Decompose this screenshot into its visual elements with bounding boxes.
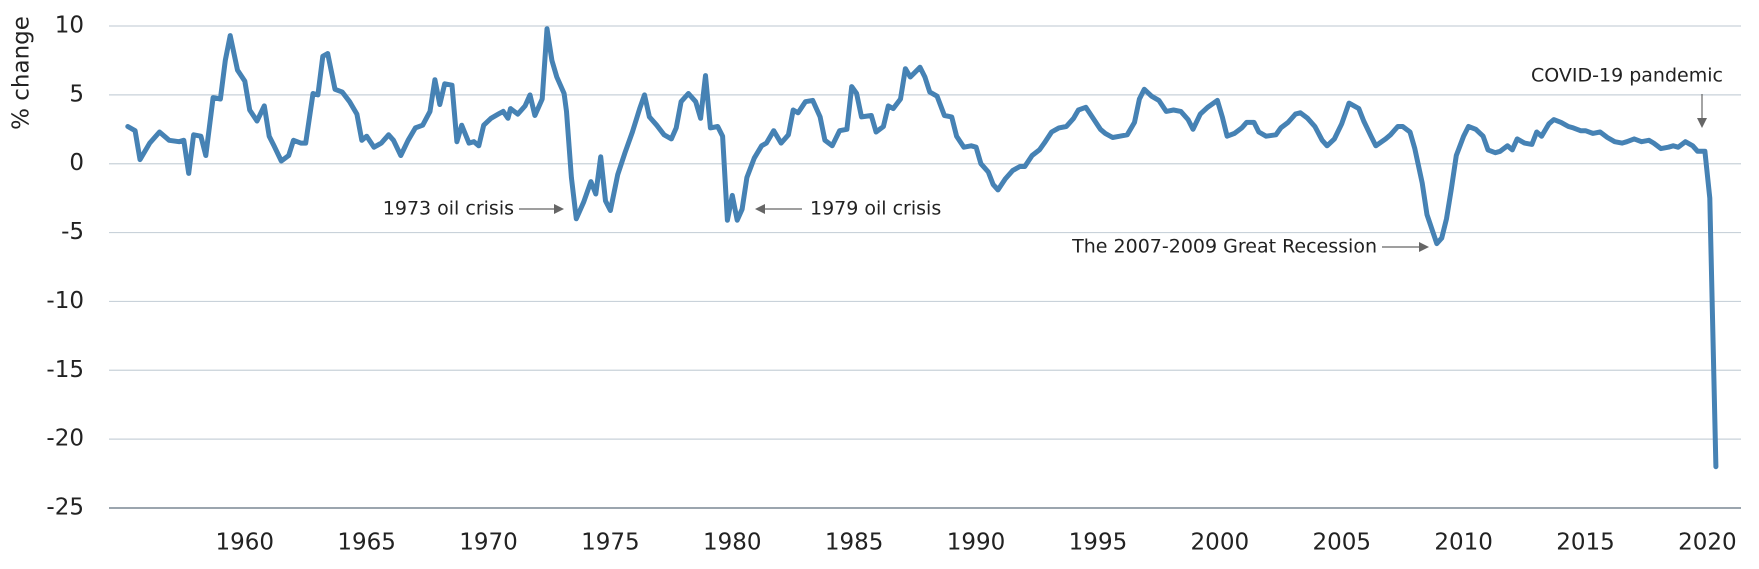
- y-tick-label: 5: [69, 81, 84, 107]
- y-tick-label: 0: [69, 150, 84, 176]
- x-tick-label: 2000: [1191, 530, 1250, 556]
- x-tick-label: 1965: [337, 530, 396, 556]
- annotation: The 2007-2009 Great Recession: [1071, 236, 1377, 258]
- annotation: COVID-19 pandemic: [1531, 65, 1723, 87]
- data-line: [125, 26, 1719, 470]
- x-tick-label: 2010: [1434, 530, 1493, 556]
- y-axis-label: % change: [9, 16, 35, 130]
- x-tick-label: 1985: [825, 530, 884, 556]
- y-tick-label: 10: [55, 13, 84, 39]
- y-tick-label: -5: [61, 219, 84, 245]
- y-tick-label: -25: [46, 495, 84, 521]
- y-tick-label: -20: [46, 426, 84, 452]
- x-tick-label: 1990: [947, 530, 1006, 556]
- x-tick-label: 1995: [1069, 530, 1128, 556]
- y-tick-label: -10: [46, 288, 84, 314]
- x-tick-label: 2015: [1556, 530, 1615, 556]
- x-tick-label: 2020: [1678, 530, 1737, 556]
- x-tick-label: 1975: [581, 530, 640, 556]
- annotation: 1979 oil crisis: [810, 198, 941, 220]
- annotation: 1973 oil crisis: [383, 198, 514, 220]
- x-tick-label: 1960: [216, 530, 275, 556]
- x-tick-label: 2005: [1312, 530, 1371, 556]
- x-tick-label: 1970: [459, 530, 518, 556]
- x-tick-label: 1980: [703, 530, 762, 556]
- y-tick-label: -15: [46, 357, 84, 383]
